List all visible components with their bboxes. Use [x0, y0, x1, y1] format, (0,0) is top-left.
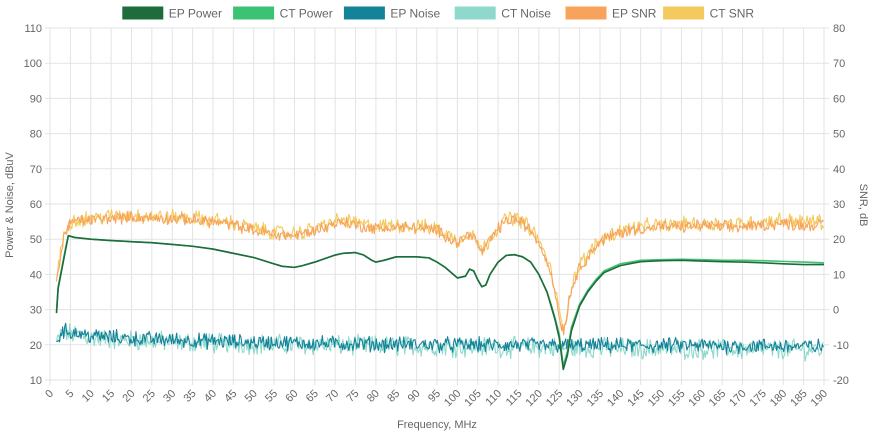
legend-swatch-ep-noise — [343, 6, 385, 20]
y-right-tick-label: 60 — [833, 93, 845, 105]
y-left-tick-label: 100 — [24, 58, 42, 70]
y-right-tick-label: 20 — [833, 234, 845, 246]
x-tick-label: 160 — [686, 388, 707, 409]
y-left-tick-label: 90 — [30, 93, 42, 105]
x-tick-label: 35 — [182, 388, 199, 405]
x-tick-label: 5 — [64, 388, 77, 401]
legend-label-ct-snr: CT SNR — [710, 7, 755, 21]
legend-swatch-ct-snr — [663, 6, 705, 20]
x-tick-label: 80 — [365, 388, 382, 405]
x-tick-label: 85 — [385, 388, 402, 405]
legend-swatch-ct-power — [233, 6, 275, 20]
y-right-tick-label: 30 — [833, 199, 845, 211]
x-tick-label: 170 — [727, 388, 748, 409]
x-tick-label: 55 — [263, 388, 280, 405]
x-tick-label: 100 — [442, 388, 463, 409]
x-tick-label: 125 — [544, 388, 565, 409]
y-right-tick-label: 10 — [833, 269, 845, 281]
x-tick-label: 45 — [222, 388, 239, 405]
x-tick-label: 25 — [141, 388, 158, 405]
x-tick-label: 180 — [768, 388, 789, 409]
y-right-tick-label: -10 — [833, 340, 849, 352]
y-right-tick-label: -20 — [833, 375, 849, 387]
x-tick-label: 190 — [809, 388, 830, 409]
legend-label-ep-power: EP Power — [169, 7, 222, 21]
y-left-tick-label: 60 — [30, 199, 42, 211]
x-tick-label: 40 — [202, 388, 219, 405]
y-axis-right-title: SNR, dB — [857, 184, 869, 227]
y-right-tick-label: 0 — [833, 305, 839, 317]
x-tick-label: 0 — [43, 388, 56, 401]
x-tick-label: 20 — [120, 388, 137, 405]
legend-label-ep-noise: EP Noise — [390, 7, 440, 21]
x-tick-label: 165 — [707, 388, 728, 409]
x-tick-label: 145 — [625, 388, 646, 409]
x-tick-label: 110 — [483, 388, 504, 409]
y-left-tick-label: 10 — [30, 375, 42, 387]
x-tick-label: 50 — [243, 388, 260, 405]
x-tick-label: 120 — [523, 388, 544, 409]
x-tick-label: 90 — [406, 388, 423, 405]
y-axis-left: 10 20 30 40 50 60 70 80 90 100 110 — [24, 23, 42, 387]
y-axis-right: -20 -10 0 10 20 30 40 50 60 70 80 — [833, 23, 849, 387]
legend-swatch-ep-power — [122, 6, 164, 20]
x-tick-label: 130 — [564, 388, 585, 409]
series-line-ep-noise — [56, 322, 824, 355]
y-left-tick-label: 40 — [30, 269, 42, 281]
legend-label-ct-power: CT Power — [280, 7, 333, 21]
series-layer — [55, 208, 825, 371]
legend-label-ct-noise: CT Noise — [501, 7, 551, 21]
x-tick-label: 185 — [788, 388, 809, 409]
x-tick-label: 65 — [304, 388, 321, 405]
x-tick-label: 95 — [426, 388, 443, 405]
y-left-tick-label: 20 — [30, 340, 42, 352]
x-tick-label: 155 — [666, 388, 687, 409]
y-left-tick-label: 110 — [24, 23, 42, 35]
y-right-tick-label: 70 — [833, 58, 845, 70]
series-line-ep-snr — [55, 210, 824, 336]
y-axis-left-title: Power & Noise, dBuV — [4, 151, 16, 257]
x-tick-label: 75 — [345, 388, 362, 405]
legend-label-ep-snr: EP SNR — [612, 7, 657, 21]
x-tick-label: 105 — [462, 388, 483, 409]
y-right-tick-label: 80 — [833, 23, 845, 35]
x-tick-label: 60 — [283, 388, 300, 405]
x-tick-label: 115 — [504, 388, 525, 409]
x-tick-label: 10 — [80, 388, 97, 405]
y-left-tick-label: 70 — [30, 164, 42, 176]
legend: EP Power CT Power EP Noise CT Noise EP SNR CT… — [122, 6, 755, 21]
series-line-ep-power — [55, 234, 824, 371]
x-axis: 0 5 10 15 20 25 30 35 40 45 50 55 60 65 70 75 80 85 90 9510… — [43, 388, 830, 409]
y-right-tick-label: 50 — [833, 129, 845, 141]
legend-swatch-ct-noise — [454, 6, 496, 20]
grid — [45, 27, 829, 385]
x-tick-label: 15 — [100, 388, 117, 405]
x-tick-label: 70 — [324, 388, 341, 405]
y-left-tick-label: 30 — [30, 305, 42, 317]
y-left-tick-label: 50 — [30, 234, 42, 246]
x-tick-label: 150 — [646, 388, 667, 409]
x-tick-label: 135 — [585, 388, 606, 409]
legend-swatch-ep-snr — [565, 6, 607, 20]
x-tick-label: 175 — [748, 388, 769, 409]
y-right-tick-label: 40 — [833, 164, 845, 176]
x-axis-title: Frequency, MHz — [397, 419, 477, 431]
y-left-tick-label: 80 — [30, 129, 42, 141]
x-tick-label: 140 — [605, 388, 626, 409]
x-tick-label: 30 — [161, 388, 178, 405]
